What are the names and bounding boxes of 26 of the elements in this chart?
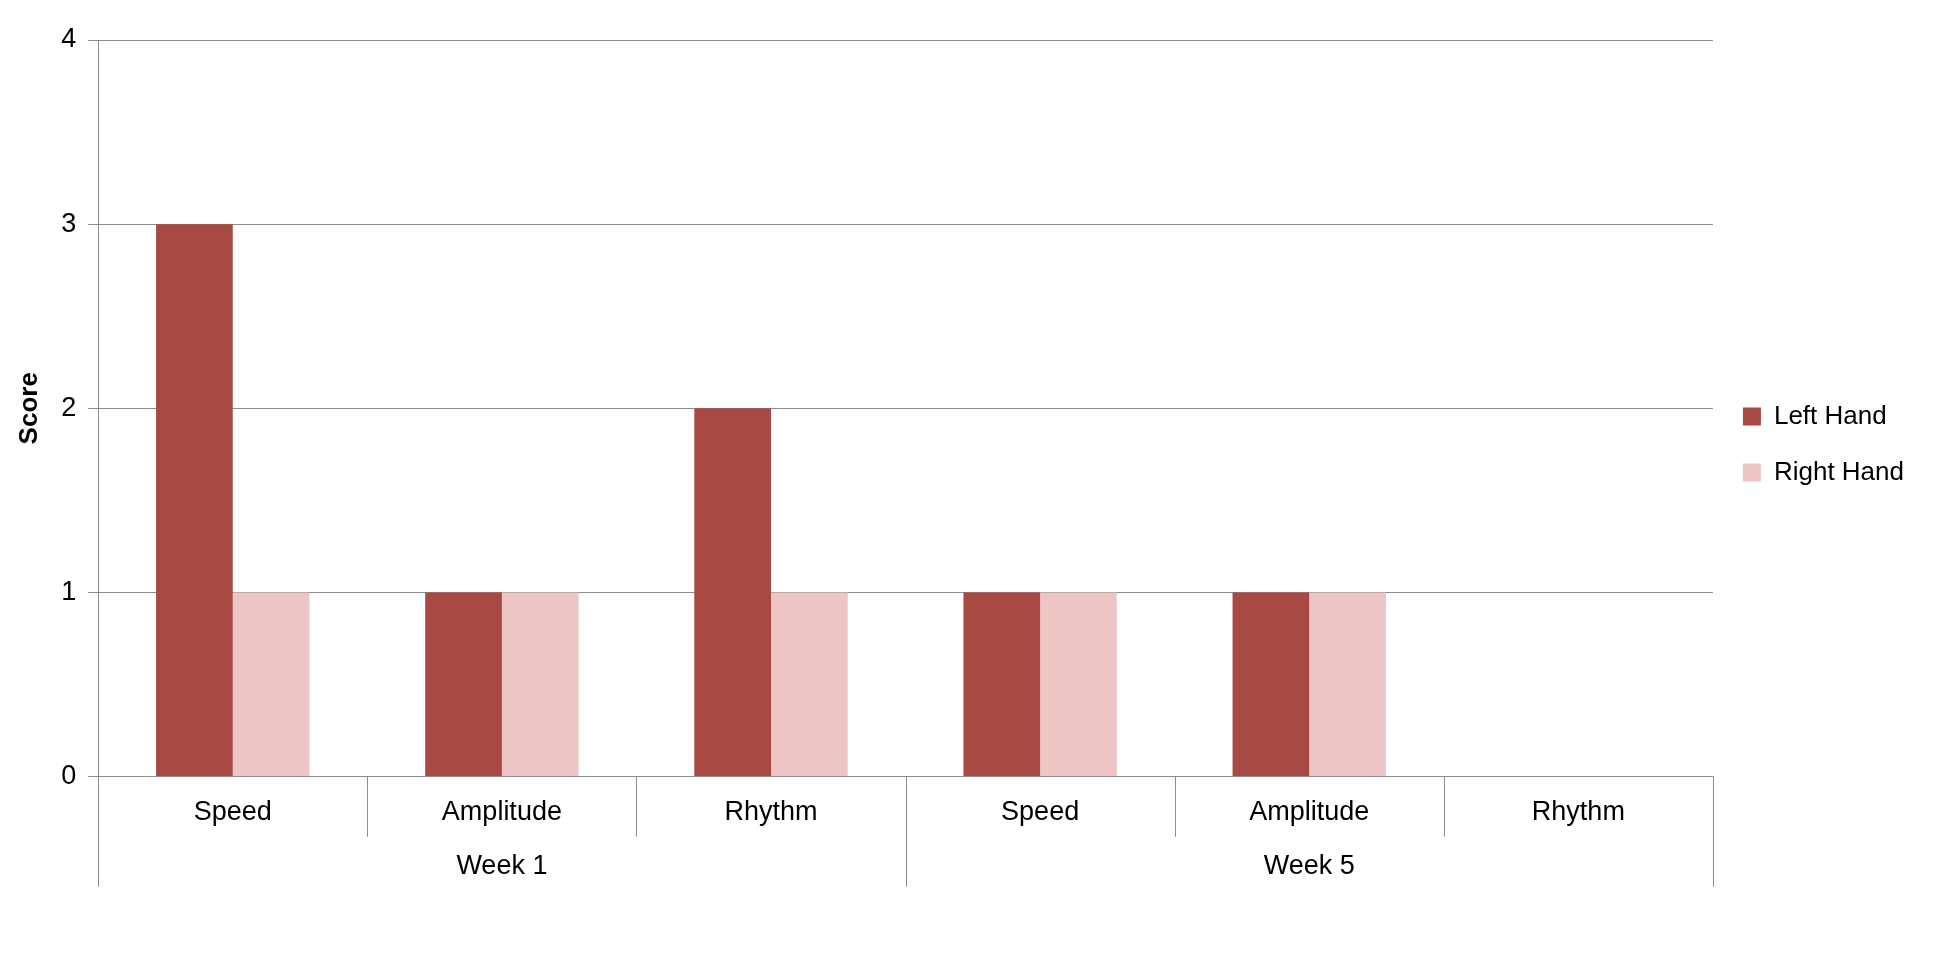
bar bbox=[694, 408, 772, 777]
bar bbox=[1040, 592, 1117, 777]
y-axis-title: Score bbox=[12, 372, 43, 445]
text: Week 5 bbox=[1263, 850, 1355, 881]
bar bbox=[501, 592, 579, 777]
bar bbox=[963, 592, 1041, 777]
x-tick-label: Rhythm bbox=[724, 796, 818, 827]
bar bbox=[232, 592, 310, 777]
y-tick-label: 4 bbox=[61, 23, 77, 54]
bar bbox=[156, 224, 233, 777]
y-tick-label: 2 bbox=[61, 391, 77, 422]
bar bbox=[771, 592, 848, 777]
legend-label: Right Hand bbox=[1773, 455, 1904, 486]
x-tick-label: Speed bbox=[193, 796, 272, 827]
y-tick-label: 3 bbox=[61, 207, 77, 238]
bar bbox=[1232, 592, 1310, 777]
legend-label: Left Hand bbox=[1773, 399, 1887, 430]
x-tick-label: Speed bbox=[1001, 796, 1080, 827]
bar bbox=[425, 592, 502, 777]
x-tick-label: Amplitude bbox=[1249, 796, 1370, 827]
y-tick-label: 0 bbox=[61, 760, 77, 791]
x-tick-label: Rhythm bbox=[1531, 796, 1625, 827]
text: Week 1 bbox=[456, 850, 548, 881]
x-tick-label: Amplitude bbox=[441, 796, 562, 827]
y-tick-label: 1 bbox=[61, 575, 77, 606]
bar bbox=[1309, 592, 1386, 777]
